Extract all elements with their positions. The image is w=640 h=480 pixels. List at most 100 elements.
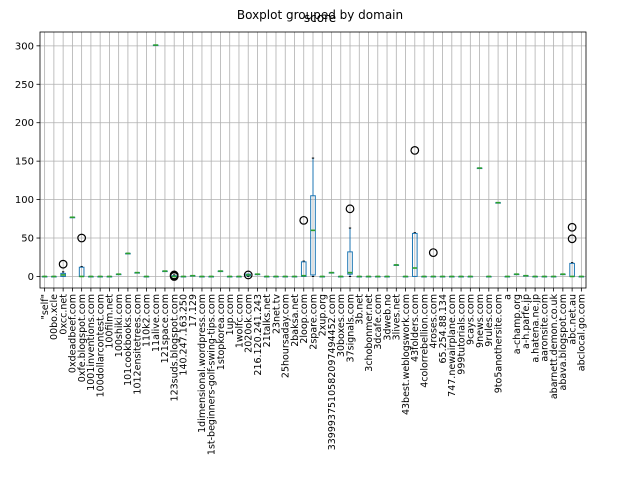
box-group	[486, 275, 492, 278]
x-tick-label: 2xup.org	[318, 294, 329, 336]
box-iqr	[347, 251, 353, 275]
x-tick-label: abclocal.go.com	[577, 294, 588, 371]
box-group	[77, 233, 87, 278]
box-group	[428, 248, 438, 278]
box-group	[578, 275, 585, 278]
y-tick-label: 100	[15, 195, 34, 206]
x-tick-label: 2020ok.com	[244, 294, 255, 353]
x-tick-label: 0xcc.net	[58, 294, 69, 335]
x-tick-label: 1up.com	[225, 294, 236, 335]
box-group	[125, 252, 131, 255]
box-group	[310, 157, 316, 277]
box-group	[567, 222, 577, 278]
box-group	[291, 275, 298, 278]
box-group	[374, 275, 381, 278]
x-tick-label: "self"	[40, 294, 51, 320]
x-tick-label: 1st-beginners-golf-swing-tips.com	[207, 294, 218, 455]
x-tick-label: 23net.tv	[271, 294, 282, 334]
box-group	[513, 273, 520, 276]
x-axis: "self"00bo.xcle0xcc.net0xdeadbeef.com0xf…	[40, 288, 588, 455]
box-group	[69, 216, 76, 219]
x-tick-label: aaronsite.com	[540, 294, 551, 362]
x-tick-label: 11alive.com	[151, 294, 162, 352]
box-group	[345, 204, 355, 277]
box-group	[273, 275, 279, 278]
x-tick-label: 4colorrebellion.com	[419, 294, 430, 388]
box-group	[58, 259, 68, 277]
x-tick-label: 0xdeadbeef.com	[68, 294, 79, 373]
x-tick-label: 3b.net	[355, 294, 366, 325]
box-group	[299, 215, 309, 277]
x-tick-label: abava.blogspot.com	[558, 294, 569, 390]
x-tick-label: 100shiki.com	[114, 294, 125, 357]
flier-point	[58, 259, 68, 269]
x-tick-label: 17.129	[188, 294, 199, 327]
box-group	[217, 270, 224, 273]
x-tick-label: 3chobonmer.net	[364, 294, 375, 372]
x-tick-label: abarnett.demon.co.uk	[549, 294, 560, 400]
box-group	[439, 275, 446, 278]
x-tick-label: 100film.net	[105, 294, 116, 349]
x-tick-label: 3dcafe.com	[373, 294, 384, 350]
x-tick-label: 37signals.com	[345, 294, 356, 362]
box-group	[319, 275, 326, 278]
y-tick-label: 250	[15, 80, 34, 91]
box-iqr	[411, 232, 418, 277]
box-group	[143, 275, 150, 278]
x-tick-label: 121space.com	[160, 294, 171, 363]
gridlines	[40, 32, 586, 288]
x-tick-label: 3399937510582097494452.com	[327, 294, 338, 450]
chart-title: score	[303, 11, 337, 25]
x-tick-label: 3lives.net	[392, 294, 403, 341]
x-tick-label: 999tutorials.com	[456, 294, 467, 375]
box-group	[41, 275, 48, 278]
x-tick-label: 9cays.com	[466, 294, 477, 345]
box-group	[134, 271, 140, 274]
box-group	[467, 275, 474, 278]
box-group	[541, 275, 548, 278]
flier-point	[345, 204, 355, 214]
x-tick-label: 2loop.com	[299, 294, 310, 344]
x-tick-label: 4roses.com	[429, 294, 440, 349]
flier-point	[169, 270, 179, 280]
x-tick-label: 0xfe.blogspot.com	[77, 294, 88, 382]
x-tick-label: 00bo.xcle	[49, 294, 60, 340]
box-group	[199, 275, 205, 278]
box-group	[449, 275, 455, 278]
x-tick-label: 43best.weblogswork.com	[401, 294, 412, 415]
flier-point	[243, 270, 253, 280]
box-group	[523, 274, 529, 277]
box-group	[393, 264, 400, 266]
x-tick-label: abc.net.au	[567, 294, 578, 345]
box-group	[243, 270, 253, 280]
x-tick-label: 9rules.com	[484, 294, 495, 347]
flier-point	[567, 234, 577, 244]
box-group	[189, 274, 196, 277]
box-group	[550, 275, 557, 278]
x-tick-label: 1001inventions.com	[86, 294, 97, 391]
box-group	[495, 201, 501, 204]
box-group	[152, 44, 159, 47]
x-tick-label: 216.120.241.243	[253, 294, 264, 376]
y-tick-label: 200	[15, 118, 34, 129]
box-group	[365, 275, 372, 278]
x-tick-label: 65.254.88.134	[438, 294, 449, 364]
box-group	[328, 271, 335, 274]
x-tick-label: 123suds.blogspot.com	[169, 294, 180, 401]
figure-suptitle: Boxplot grouped by domain	[236, 8, 404, 22]
box-group	[51, 275, 57, 278]
x-tick-label: 140.247.163.250	[179, 294, 190, 376]
x-tick-label: 30boxes.com	[336, 294, 347, 357]
flier-point	[299, 215, 309, 225]
x-tick-label: 3dweb.no	[382, 294, 393, 341]
box-group	[504, 275, 511, 278]
box-group	[88, 275, 94, 278]
box-series	[41, 44, 585, 281]
x-tick-label: a.hatena.ne.jp	[530, 294, 541, 363]
x-tick-label: 101cookbooks.com	[123, 294, 134, 386]
box-group	[208, 275, 215, 278]
box-group	[226, 275, 233, 278]
box-group	[162, 270, 168, 273]
x-tick-label: 21talks.net	[262, 294, 273, 348]
